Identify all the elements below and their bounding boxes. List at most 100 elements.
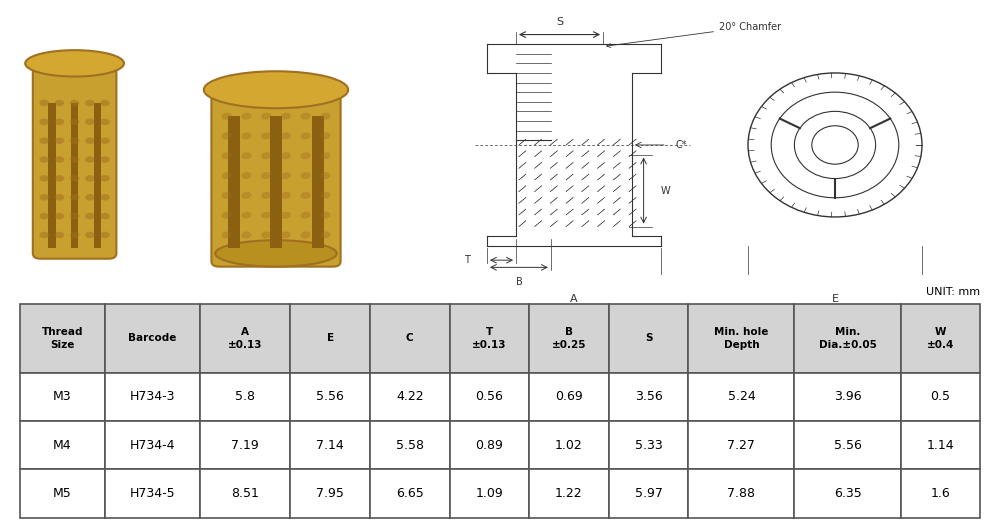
Ellipse shape [55,213,64,220]
Ellipse shape [241,112,251,120]
FancyBboxPatch shape [450,469,529,518]
Ellipse shape [261,212,271,219]
Text: 7.95: 7.95 [316,487,344,500]
Text: 7.14: 7.14 [316,439,344,451]
Text: Thread
Size: Thread Size [41,327,83,350]
Text: E: E [832,294,838,304]
Ellipse shape [100,213,110,220]
Bar [94,103,101,248]
FancyBboxPatch shape [33,58,116,259]
FancyBboxPatch shape [290,469,370,518]
Text: 3.56: 3.56 [635,390,662,403]
Ellipse shape [39,213,49,220]
FancyBboxPatch shape [200,373,290,421]
Ellipse shape [55,137,64,144]
FancyBboxPatch shape [529,373,609,421]
Text: H734-5: H734-5 [130,487,175,500]
FancyBboxPatch shape [370,373,450,421]
Ellipse shape [222,152,232,159]
FancyBboxPatch shape [290,421,370,469]
FancyBboxPatch shape [901,421,980,469]
Text: C: C [406,333,414,343]
Ellipse shape [85,175,95,182]
Ellipse shape [70,100,79,106]
Text: A
±0.13: A ±0.13 [228,327,263,350]
Ellipse shape [241,133,251,139]
Ellipse shape [281,212,291,219]
Text: M5: M5 [53,487,72,500]
Ellipse shape [261,172,271,179]
Text: 5.58: 5.58 [396,439,424,451]
FancyBboxPatch shape [20,304,105,373]
FancyBboxPatch shape [211,84,341,267]
Ellipse shape [100,100,110,106]
Ellipse shape [301,231,311,239]
Ellipse shape [241,172,251,179]
Ellipse shape [39,175,49,182]
Ellipse shape [100,156,110,163]
Text: 4.22: 4.22 [396,390,424,403]
Ellipse shape [320,231,330,239]
Ellipse shape [320,133,330,139]
FancyBboxPatch shape [794,304,901,373]
Text: 0.5: 0.5 [930,390,950,403]
Ellipse shape [281,133,291,139]
Ellipse shape [70,137,79,144]
Ellipse shape [241,212,251,219]
Ellipse shape [70,175,79,182]
Ellipse shape [70,156,79,163]
Text: 6.65: 6.65 [396,487,424,500]
Text: W
±0.4: W ±0.4 [927,327,954,350]
Ellipse shape [241,152,251,159]
Text: 5.56: 5.56 [316,390,344,403]
Bar [228,116,240,248]
Ellipse shape [55,194,64,201]
Text: 0.69: 0.69 [555,390,583,403]
Ellipse shape [100,232,110,238]
Ellipse shape [85,194,95,201]
FancyBboxPatch shape [370,469,450,518]
Text: 8.51: 8.51 [231,487,259,500]
Text: S: S [645,333,652,343]
FancyBboxPatch shape [370,421,450,469]
Ellipse shape [301,112,311,120]
Ellipse shape [222,212,232,219]
FancyBboxPatch shape [200,469,290,518]
Ellipse shape [39,137,49,144]
Ellipse shape [320,212,330,219]
Text: 1.6: 1.6 [931,487,950,500]
Text: H734-4: H734-4 [130,439,175,451]
Ellipse shape [301,172,311,179]
Ellipse shape [85,137,95,144]
Text: 7.19: 7.19 [231,439,259,451]
Ellipse shape [100,137,110,144]
Ellipse shape [204,71,348,108]
Ellipse shape [301,192,311,199]
Ellipse shape [100,118,110,125]
FancyBboxPatch shape [609,304,688,373]
FancyBboxPatch shape [529,421,609,469]
Ellipse shape [70,194,79,201]
Text: Min.
Dia.±0.05: Min. Dia.±0.05 [819,327,876,350]
Ellipse shape [261,192,271,199]
Text: B
±0.25: B ±0.25 [552,327,586,350]
FancyBboxPatch shape [105,469,200,518]
Bar [48,103,56,248]
FancyBboxPatch shape [20,469,105,518]
Text: 5.97: 5.97 [635,487,663,500]
Ellipse shape [222,133,232,139]
Ellipse shape [55,100,64,106]
Text: 1.09: 1.09 [476,487,503,500]
Ellipse shape [70,118,79,125]
FancyBboxPatch shape [450,421,529,469]
Text: 20° Chamfer: 20° Chamfer [607,22,781,48]
Ellipse shape [281,192,291,199]
FancyBboxPatch shape [901,469,980,518]
Text: T: T [464,255,470,265]
Bar [312,116,324,248]
Ellipse shape [222,112,232,120]
Text: 1.14: 1.14 [927,439,954,451]
FancyBboxPatch shape [105,373,200,421]
Text: A: A [570,294,578,304]
Ellipse shape [320,112,330,120]
